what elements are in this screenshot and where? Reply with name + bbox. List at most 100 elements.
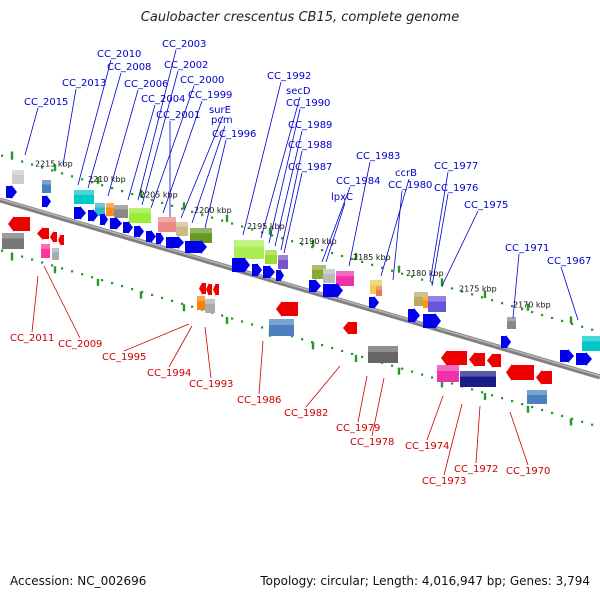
feature-box-shine bbox=[12, 170, 24, 175]
ruler-dot bbox=[491, 299, 494, 302]
reverse-gene-arrow bbox=[206, 283, 212, 296]
label-cc-1983: CC_1983 bbox=[356, 151, 400, 162]
forward-gene-arrow bbox=[134, 225, 144, 238]
map-title: Caulobacter crescentus CB15, complete ge… bbox=[140, 10, 460, 25]
feature-box-shine bbox=[437, 365, 459, 371]
ruler-dot bbox=[191, 210, 194, 213]
ruler-dot bbox=[61, 172, 64, 175]
ruler-dot bbox=[471, 293, 474, 296]
feature-box bbox=[278, 255, 288, 269]
feature-box-shine bbox=[278, 255, 288, 260]
label-leader bbox=[62, 88, 77, 166]
ruler-tick bbox=[483, 393, 487, 401]
label-leader bbox=[87, 72, 122, 189]
forward-gene-arrow bbox=[146, 230, 156, 243]
gene-arrows bbox=[6, 185, 592, 385]
feature-box bbox=[158, 217, 176, 232]
ruler-dot bbox=[201, 213, 204, 216]
kbp-label: 2185 kbp bbox=[353, 253, 391, 262]
ruler-tick bbox=[569, 418, 573, 426]
kbp-label: 2200 kbp bbox=[194, 206, 232, 215]
ruler-tick bbox=[268, 227, 272, 235]
label-leader bbox=[31, 275, 39, 333]
feature-box-shine bbox=[114, 205, 128, 210]
label-leader bbox=[392, 190, 403, 281]
label-cc-1974: CC_1974 bbox=[405, 441, 449, 452]
ruler-dot bbox=[191, 305, 194, 308]
label-leader bbox=[357, 375, 368, 423]
ruler-dot bbox=[551, 316, 554, 320]
ruler-dot bbox=[241, 225, 244, 228]
reverse-gene-arrow bbox=[213, 283, 219, 296]
ruler-dot bbox=[541, 313, 544, 317]
kbp-label: 2170 kbp bbox=[513, 300, 551, 309]
label-cc-1970: CC_1970 bbox=[506, 466, 550, 477]
ruler-dot bbox=[321, 343, 324, 347]
ruler-dot bbox=[131, 192, 134, 196]
feature-box-shine bbox=[527, 390, 547, 395]
ruler-dot bbox=[421, 373, 424, 376]
label-cc-1989: CC_1989 bbox=[288, 120, 332, 131]
feature-box-shine bbox=[234, 240, 264, 247]
feature-box bbox=[114, 205, 128, 218]
ruler-dot bbox=[221, 314, 224, 317]
label-leader bbox=[429, 171, 449, 283]
label-cc-1992: CC_1992 bbox=[267, 71, 311, 82]
outer-ruler bbox=[1, 151, 594, 331]
feature-box-shine bbox=[2, 233, 24, 239]
ruler-tick bbox=[397, 265, 401, 273]
reverse-gene-arrow bbox=[487, 353, 501, 368]
ruler-dot bbox=[291, 240, 294, 243]
accession-text: Accession: NC_002696 bbox=[10, 574, 147, 588]
feature-box bbox=[376, 286, 382, 296]
ruler-dot bbox=[51, 169, 54, 172]
forward-gene-arrow bbox=[232, 257, 250, 273]
feature-box bbox=[428, 296, 446, 312]
kbp-label: 2190 kbp bbox=[299, 237, 337, 246]
ruler-dot bbox=[451, 382, 454, 385]
ruler-dot bbox=[121, 189, 124, 193]
ruler-dot bbox=[401, 272, 404, 275]
ruler-dot bbox=[221, 219, 224, 222]
ruler-dot bbox=[391, 364, 394, 367]
ruler-dot bbox=[171, 299, 174, 302]
label-leader bbox=[512, 253, 520, 319]
ruler-dot bbox=[281, 237, 284, 240]
ruler-dot bbox=[491, 394, 494, 397]
label-cc-1994: CC_1994 bbox=[147, 368, 191, 379]
reverse-gene-arrow bbox=[441, 350, 467, 366]
ruler-dot bbox=[541, 408, 544, 412]
reverse-gene-arrow bbox=[50, 231, 57, 243]
ruler-tick bbox=[53, 164, 57, 172]
feature-box bbox=[176, 222, 188, 236]
ruler-dot bbox=[431, 376, 434, 379]
ruler-dot bbox=[131, 287, 134, 291]
ruler-dot bbox=[1, 154, 4, 157]
ruler-dot bbox=[411, 370, 414, 373]
label-cc-2010: CC_2010 bbox=[97, 49, 141, 60]
feature-box-shine bbox=[205, 299, 215, 304]
ruler-dot bbox=[321, 248, 324, 252]
ruler-dot bbox=[301, 338, 304, 341]
forward-gene-arrow bbox=[42, 195, 51, 208]
feature-box bbox=[312, 265, 326, 279]
label-cc-2002: CC_2002 bbox=[164, 60, 208, 71]
label-leader bbox=[123, 323, 190, 352]
feature-box bbox=[42, 180, 51, 193]
ruler-tick bbox=[311, 240, 315, 248]
ruler-dot bbox=[231, 317, 234, 320]
feature-box-shine bbox=[312, 265, 326, 270]
ruler-dot bbox=[21, 160, 24, 163]
ruler-dot bbox=[361, 260, 364, 263]
label-leader bbox=[204, 139, 227, 229]
label-cc-1972: CC_1972 bbox=[454, 464, 498, 475]
label-leader bbox=[107, 89, 139, 197]
forward-gene-arrow bbox=[166, 236, 184, 249]
ruler-dot bbox=[51, 264, 54, 267]
label-cc-1988: CC_1988 bbox=[288, 140, 332, 151]
label-cc-2013: CC_2013 bbox=[62, 78, 106, 89]
kbp-label: 2195 kbp bbox=[247, 222, 285, 231]
kbp-label: 2215 kbp bbox=[35, 159, 73, 168]
reverse-gene-arrow bbox=[469, 352, 485, 367]
